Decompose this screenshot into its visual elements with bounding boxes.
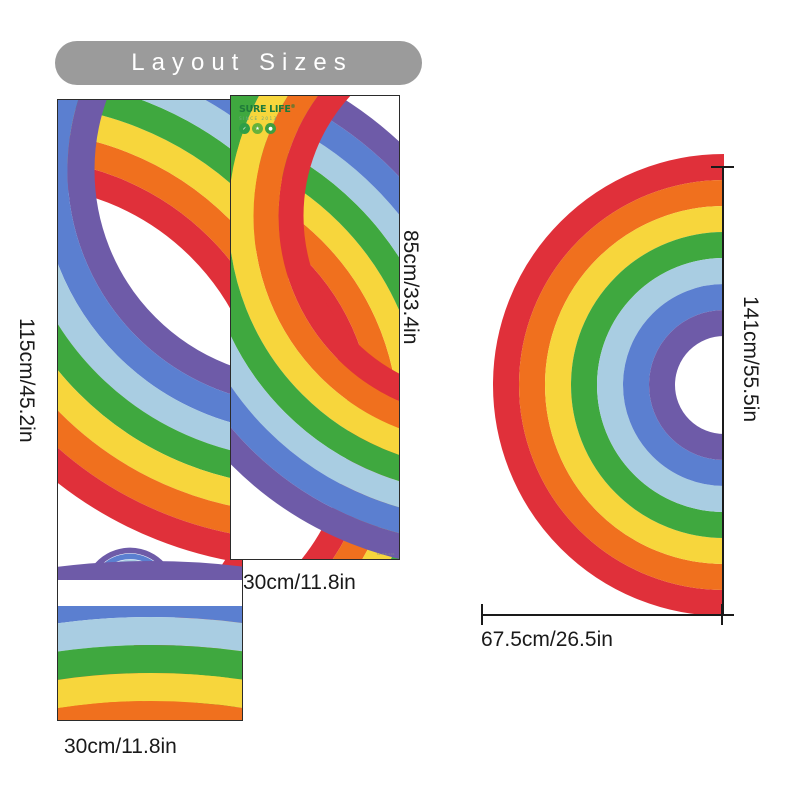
- rainbow-arch-svg: [493, 154, 724, 616]
- dimension-label-left-width: 30cm/11.8in: [64, 735, 177, 758]
- arch-height-tick-top: [711, 166, 734, 168]
- dimension-label-middle-height: 85cm/33.4in: [399, 230, 422, 345]
- page-title: Layout Sizes: [131, 49, 353, 76]
- panel-tall-strip: [57, 99, 243, 721]
- dimension-label-arch-height: 141cm/55.5in: [739, 296, 762, 423]
- medium-strip-svg: [231, 96, 399, 559]
- arch-width-tick-right: [721, 604, 723, 625]
- arch-width-tick-left: [481, 604, 483, 625]
- header-pill: Layout Sizes: [55, 41, 422, 85]
- arch-height-dimension-line: [722, 166, 724, 616]
- dimension-label-middle-width: 30cm/11.8in: [243, 571, 356, 594]
- tall-strip-svg: [58, 100, 242, 720]
- rainbow-arch-artwork: [466, 150, 736, 620]
- arch-width-dimension-line: [481, 614, 723, 616]
- medium-strip-artwork: [231, 96, 399, 559]
- dimension-label-left-height: 115cm/45.2in: [15, 318, 38, 443]
- product-code: SL-RB-001: [376, 552, 395, 556]
- dimension-label-arch-width: 67.5cm/26.5in: [481, 628, 613, 651]
- panel-medium-strip: SURE LIFE® SINCE 2013 ✓ ★ ● SL-RB-001: [230, 95, 400, 560]
- tall-strip-artwork: [58, 100, 242, 720]
